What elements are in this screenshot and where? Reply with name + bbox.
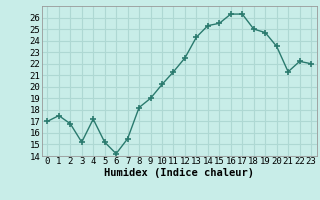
X-axis label: Humidex (Indice chaleur): Humidex (Indice chaleur) [104, 168, 254, 178]
